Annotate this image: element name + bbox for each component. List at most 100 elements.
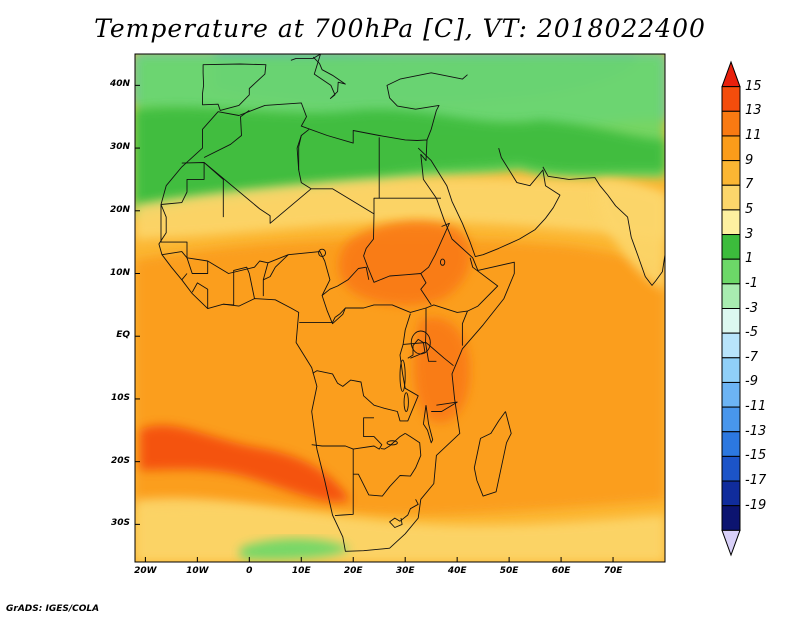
colorbar-swatch — [721, 505, 741, 531]
colorbar-label: 9 — [745, 152, 754, 168]
boundary-line — [473, 411, 512, 497]
lake-outline — [399, 359, 406, 392]
lon-tick-label: 40E — [447, 566, 467, 576]
lon-tick-label: 50E — [499, 566, 519, 576]
boundary-line — [386, 72, 468, 141]
colorbar-swatch — [721, 480, 741, 507]
boundary-line — [321, 266, 370, 296]
plot-frame — [134, 53, 666, 563]
colorbar-swatch — [721, 160, 741, 186]
colorbar-swatch — [721, 209, 741, 236]
colorbar-label: 5 — [745, 201, 754, 217]
boundary-line — [431, 401, 458, 412]
colorbar-label: -11 — [745, 399, 767, 415]
colorbar-top-arrow — [721, 60, 741, 88]
lat-tick-label: 20S — [110, 455, 130, 466]
lat-tick-label: 40N — [109, 79, 130, 90]
colorbar-swatch — [721, 455, 741, 482]
boundary-line — [263, 254, 289, 281]
colorbar-label: 13 — [745, 103, 762, 119]
boundary-line — [181, 273, 188, 281]
lon-tick-label: 10E — [291, 566, 311, 576]
lake-outline — [439, 258, 446, 266]
lon-tick-label: 20E — [343, 566, 363, 576]
lon-tick-label: 70E — [603, 566, 623, 576]
boundary-line — [298, 128, 312, 190]
boundary-line — [191, 282, 209, 309]
colorbar-swatch — [721, 234, 741, 260]
lake-outline — [410, 330, 431, 355]
colorbar-label: -3 — [745, 300, 758, 316]
colorbar-swatch — [721, 135, 741, 162]
boundary-line — [334, 449, 354, 517]
boundary-line — [160, 204, 499, 325]
colorbar-label: -9 — [745, 374, 758, 390]
boundary-line — [202, 63, 267, 111]
boundary-line — [203, 137, 380, 224]
lake-outline — [318, 248, 326, 257]
lat-tick-label: 10S — [110, 392, 130, 403]
colorbar-label: 1 — [745, 251, 754, 267]
colorbar-swatch — [721, 308, 741, 334]
boundary-line — [203, 110, 250, 158]
grads-credit: GrADS: IGES/COLA — [6, 604, 100, 614]
boundary-line — [311, 417, 383, 450]
colorbar-swatch — [721, 406, 741, 433]
south-green-patch-region — [240, 538, 350, 560]
colorbar-label: -13 — [745, 423, 767, 439]
colorbar-swatch — [721, 431, 741, 457]
colorbar-swatch — [721, 332, 741, 359]
colorbar-swatch — [721, 357, 741, 383]
colorbar-swatch — [721, 283, 741, 310]
lat-tick-label: 10N — [109, 267, 130, 278]
sahel-warm-pale-region — [135, 177, 665, 240]
boundary-line — [161, 251, 188, 259]
map-title: Temperature at 700hPa [C], VT: 201802240… — [94, 14, 706, 43]
lat-tick-label: 20N — [109, 204, 130, 215]
boundary-line — [417, 147, 561, 258]
sahara-mid-green-region — [135, 107, 665, 208]
colorbar-bottom-arrow — [721, 529, 741, 557]
colorbar-label: 7 — [745, 177, 754, 193]
colorbar-swatch — [721, 86, 741, 112]
coastlines-borders — [158, 54, 665, 552]
colorbar-swatch — [721, 184, 741, 211]
lon-tick-label: 0 — [246, 566, 253, 576]
boundary-line — [420, 222, 450, 274]
boundary-line — [290, 54, 346, 99]
lake-outline — [403, 392, 409, 412]
colorbar-label: -7 — [745, 349, 758, 365]
colorbar-label: 3 — [745, 226, 754, 242]
colorbar-swatch — [721, 258, 741, 285]
lat-tick-label: 30N — [109, 142, 130, 153]
colorbar-label: 11 — [745, 127, 762, 143]
boundary-line — [389, 499, 419, 528]
boundary-line — [542, 166, 665, 286]
boundary-line — [461, 310, 468, 346]
boundary-line — [380, 433, 406, 450]
lon-tick-label: 10W — [186, 566, 209, 576]
colorbar — [721, 60, 741, 557]
lake-outline — [386, 440, 398, 446]
boundary-line — [363, 213, 432, 306]
colorbar-label: 15 — [745, 78, 762, 94]
boundary-line — [407, 338, 426, 359]
colorbar-label: -5 — [745, 325, 758, 341]
sudan-hot-core-region — [338, 221, 471, 306]
colorbar-label: -19 — [745, 497, 767, 513]
lon-tick-label: 30E — [395, 566, 415, 576]
boundary-line — [353, 433, 422, 497]
boundary-line — [223, 266, 255, 306]
boundary-line — [158, 102, 515, 552]
boundary-line — [299, 307, 346, 323]
colorbar-label: -15 — [745, 448, 767, 464]
boundary-line — [296, 135, 302, 171]
boundary-line — [186, 257, 209, 274]
namibia-hot-core-region — [140, 425, 350, 502]
colorbar-swatch — [721, 381, 741, 408]
boundary-line — [312, 313, 419, 422]
boundary-line — [425, 308, 437, 362]
lat-tick-label: EQ — [116, 330, 130, 341]
colorbar-label: -1 — [745, 275, 758, 291]
